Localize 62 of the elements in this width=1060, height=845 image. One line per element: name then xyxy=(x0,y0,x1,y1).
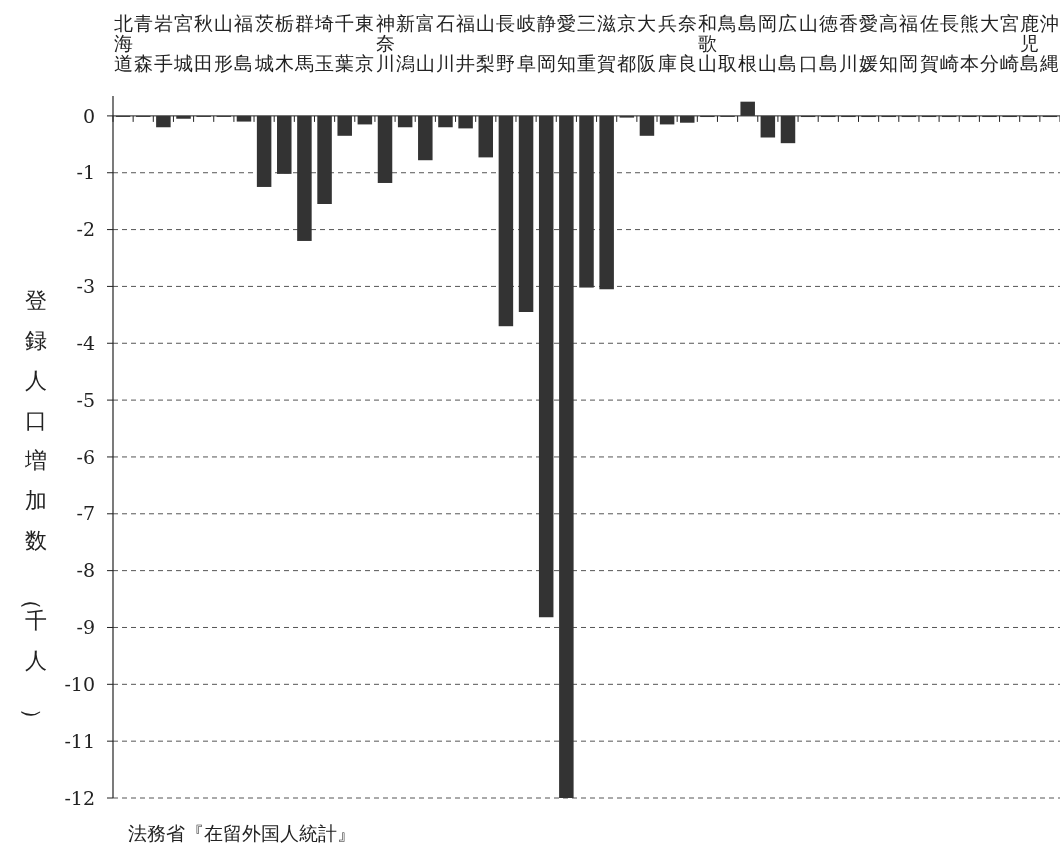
x-tick-label: 鹿児島 xyxy=(1020,12,1040,74)
x-tick-label: 群馬 xyxy=(293,12,314,74)
y-tick-label: -10 xyxy=(64,672,95,695)
x-tick-label: 静岡 xyxy=(536,12,556,74)
y-tick-label: -8 xyxy=(76,559,95,582)
x-tick-label: 千葉 xyxy=(335,12,355,74)
y-tick-label: -6 xyxy=(76,445,95,468)
x-tick-label: 岡山 xyxy=(758,12,778,74)
x-tick-label: 秋田 xyxy=(194,12,214,74)
x-tick-label: 高知 xyxy=(879,12,899,74)
text: 法務省『在留外国人統計』 xyxy=(128,822,356,844)
y-tick-label: -9 xyxy=(76,616,95,639)
x-tick-label: 京都 xyxy=(617,12,637,74)
x-tick-label: 愛知 xyxy=(556,12,576,74)
x-tick-label: 北海道 xyxy=(113,12,133,74)
x-tick-label: 鳥取 xyxy=(717,12,738,74)
x-tick-label: 埼玉 xyxy=(314,12,335,74)
y-tick-label: -3 xyxy=(76,275,95,298)
x-tick-label: 福岡 xyxy=(899,12,919,74)
x-tick-label: 長野 xyxy=(496,12,516,74)
x-tick-label: 福島 xyxy=(234,12,254,74)
x-tick-label: 徳島 xyxy=(818,12,838,74)
y-tick-label: -11 xyxy=(64,729,95,752)
y-tick-label: -1 xyxy=(76,161,95,184)
x-tick-label: 宮崎 xyxy=(1000,12,1020,74)
x-tick-label: 岩手 xyxy=(153,12,173,74)
x-tick-label: 青森 xyxy=(133,12,153,74)
y-tick-label: 0 xyxy=(82,104,95,127)
y-tick-label: -2 xyxy=(76,218,95,241)
x-tick-label: 沖縄 xyxy=(1039,12,1060,74)
y-tick-label: -5 xyxy=(76,388,95,411)
x-tick-label: 山梨 xyxy=(476,12,496,74)
x-tick-label: 熊本 xyxy=(959,12,979,74)
x-tick-label: 山口 xyxy=(798,12,818,74)
x-tick-label: 島根 xyxy=(738,12,758,74)
x-tick-label: 山形 xyxy=(214,12,234,74)
x-tick-label: 香川 xyxy=(838,12,858,74)
y-tick-label: -7 xyxy=(76,502,95,525)
x-tick-label: 滋賀 xyxy=(597,12,617,74)
x-tick-label: 石川 xyxy=(435,12,455,74)
x-tick-label: 三重 xyxy=(577,12,596,74)
y-tick-label: -12 xyxy=(64,786,95,809)
x-tick-label: 長崎 xyxy=(939,12,959,74)
x-tick-label: 奈良 xyxy=(677,12,697,74)
x-tick-label: 栃木 xyxy=(274,12,294,74)
x-tick-label: 茨城 xyxy=(253,12,274,74)
x-tick-label: 広島 xyxy=(778,12,798,74)
x-tick-label: 宮城 xyxy=(173,12,194,74)
x-tick-label: 和歌山 xyxy=(697,12,717,74)
x-tick-label: 福井 xyxy=(456,12,476,74)
x-tick-label: 愛媛 xyxy=(859,12,879,74)
text: 登録人口増加数（千人） xyxy=(20,288,47,730)
x-tick-label: 大分 xyxy=(979,12,999,74)
x-tick-label: 神奈川 xyxy=(375,12,395,74)
x-tick-label: 兵庫 xyxy=(657,12,677,74)
x-tick-label: 佐賀 xyxy=(919,12,939,74)
x-tick-label: 東京 xyxy=(355,12,375,74)
x-tick-label: 富山 xyxy=(415,12,435,74)
x-tick-label: 大阪 xyxy=(637,12,657,74)
x-tick-label: 岐阜 xyxy=(516,12,536,74)
y-tick-label: -4 xyxy=(76,331,95,354)
x-tick-label: 新潟 xyxy=(395,12,415,74)
